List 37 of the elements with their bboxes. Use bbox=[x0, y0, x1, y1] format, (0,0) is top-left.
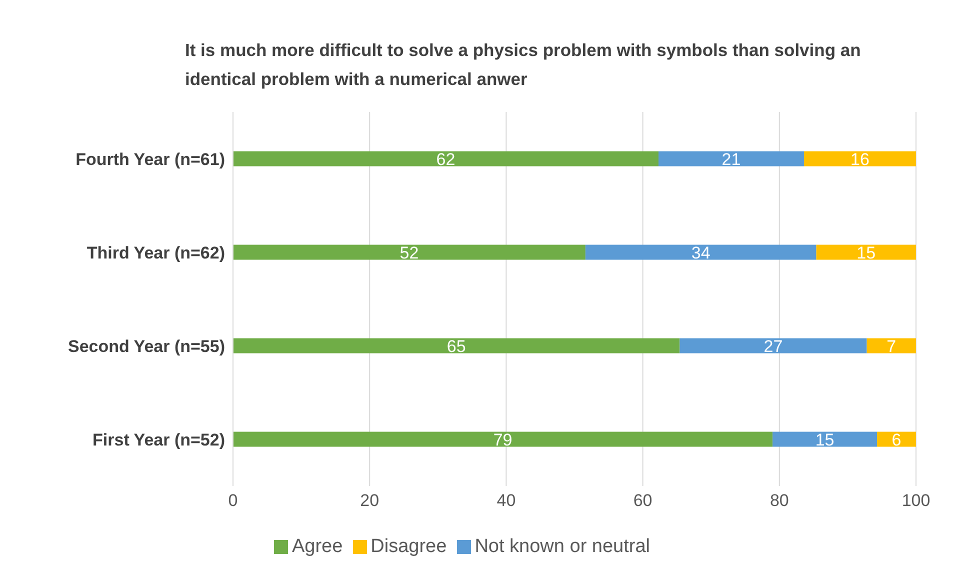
bar bbox=[233, 151, 659, 166]
x-tick-label: 0 bbox=[228, 491, 238, 510]
data-label: 21 bbox=[722, 150, 741, 169]
data-label: 62 bbox=[436, 150, 456, 169]
y-tick-label: Fourth Year (n=61) bbox=[76, 150, 225, 169]
data-label: 79 bbox=[493, 430, 512, 450]
y-tick-label: Second Year (n=55) bbox=[68, 336, 225, 356]
legend-label: Not known or neutral bbox=[474, 536, 650, 557]
bar bbox=[680, 338, 867, 354]
data-label: 15 bbox=[815, 430, 834, 450]
data-label: 52 bbox=[400, 243, 419, 262]
legend-label: Disagree bbox=[370, 536, 447, 557]
bar bbox=[816, 244, 916, 260]
data-label: 7 bbox=[886, 336, 896, 356]
y-tick-label: First Year (n=52) bbox=[92, 430, 225, 450]
bar bbox=[866, 338, 916, 354]
x-tick-label: 80 bbox=[770, 491, 789, 510]
y-tick-label: Third Year (n=62) bbox=[86, 243, 225, 262]
legend-label: Agree bbox=[292, 536, 343, 557]
data-label: 27 bbox=[764, 336, 783, 356]
bar bbox=[233, 338, 680, 354]
chart-title: It is much more difficult to solve a physics problem with symbols than solving an identical problem with a numerical anwer bbox=[185, 39, 862, 91]
bar bbox=[233, 244, 586, 260]
data-label: 16 bbox=[850, 150, 870, 169]
bar bbox=[233, 432, 773, 447]
x-tick-label: 40 bbox=[496, 491, 516, 510]
data-label: 6 bbox=[892, 430, 902, 450]
x-tick-label: 20 bbox=[360, 491, 380, 510]
data-label: 34 bbox=[691, 243, 710, 262]
bar bbox=[772, 432, 878, 447]
x-tick-label: 100 bbox=[902, 491, 930, 510]
data-label: 65 bbox=[446, 336, 466, 356]
data-label: 15 bbox=[856, 243, 876, 262]
bar bbox=[585, 244, 816, 260]
bar bbox=[804, 151, 916, 166]
x-tick-label: 60 bbox=[633, 491, 652, 510]
bar bbox=[658, 151, 804, 166]
